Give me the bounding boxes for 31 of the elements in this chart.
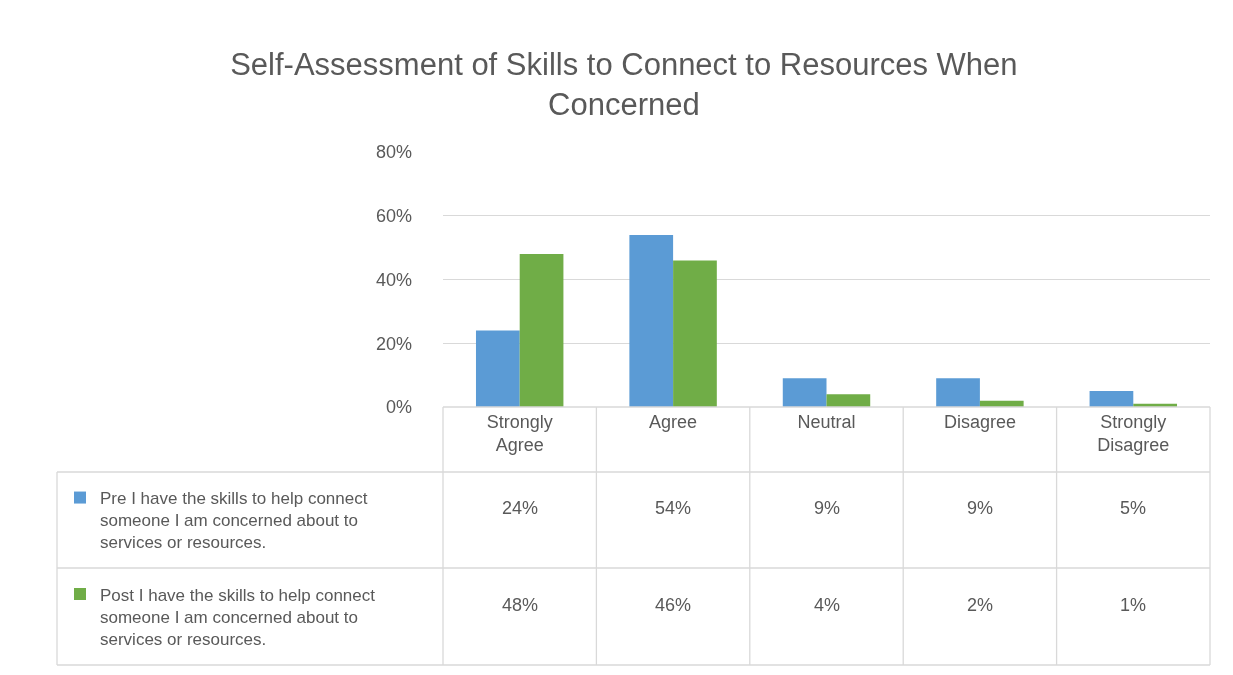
data-label: 48%	[502, 595, 539, 615]
data-label: 9%	[967, 498, 994, 518]
chart-title: Self-Assessment of Skills to Connect to Resources When Concerned	[230, 47, 1018, 123]
y-tick-label: 0%	[385, 397, 412, 418]
legend-label: Post I have the skills to help connect someone I am concerned about to services or resources.	[100, 585, 376, 649]
y-tick-label: 80%	[375, 142, 412, 163]
x-tick-label: Strongly Disagree	[1097, 412, 1170, 456]
data-label: 54%	[655, 498, 692, 518]
y-tick-label: 20%	[375, 333, 412, 354]
bar	[519, 254, 564, 407]
bar	[936, 378, 980, 407]
x-tick-label: Neutral	[797, 412, 856, 432]
x-tick-label: Strongly Agree	[486, 412, 553, 456]
data-label: 5%	[1120, 498, 1147, 518]
data-label: 24%	[502, 498, 539, 518]
data-label: 9%	[814, 498, 841, 518]
x-tick-label: Disagree	[943, 412, 1016, 432]
data-label: 46%	[655, 595, 692, 615]
y-tick-label: 60%	[375, 206, 412, 227]
bar	[629, 234, 674, 407]
bar	[782, 378, 827, 407]
bar	[826, 394, 871, 407]
bar	[475, 330, 520, 407]
data-label: 2%	[967, 595, 994, 615]
data-label: 4%	[814, 595, 841, 615]
data-label: 1%	[1120, 595, 1147, 615]
bar	[673, 260, 717, 407]
legend-label: Pre I have the skills to help connect someone I am concerned about to services or resources.	[100, 489, 368, 553]
y-tick-label: 40%	[375, 269, 412, 290]
x-tick-label: Agree	[649, 412, 698, 432]
bar	[1089, 391, 1134, 407]
